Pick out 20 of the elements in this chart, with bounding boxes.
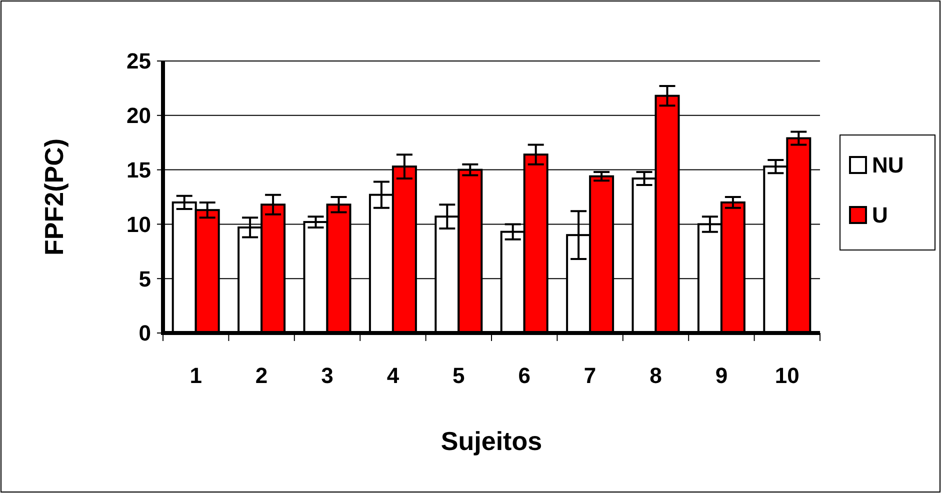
y-tick-label: 20 (126, 103, 151, 128)
x-tick-label: 1 (190, 363, 202, 388)
x-tick-label: 2 (255, 363, 268, 388)
y-tick-label: 0 (138, 320, 151, 346)
y-tick-label: 5 (138, 266, 151, 292)
x-tick-label: 7 (584, 363, 596, 388)
y-axis-title: FPF2(PC) (39, 138, 69, 256)
legend-label: U (872, 202, 888, 228)
y-tick-label: 25 (126, 48, 151, 74)
x-tick-label: 10 (774, 363, 800, 388)
y-tick-label: 15 (126, 158, 151, 182)
y-tick-label: 10 (126, 212, 151, 237)
legend-label: NU (872, 152, 904, 178)
x-tick-label: 6 (518, 363, 530, 388)
x-tick-label: 9 (715, 363, 728, 388)
x-tick-label: 3 (321, 363, 334, 388)
x-axis-title: Sujeitos (440, 426, 542, 456)
x-tick-label: 8 (650, 363, 662, 388)
x-tick-label: 5 (452, 363, 465, 388)
x-tick-label: 4 (386, 363, 400, 388)
